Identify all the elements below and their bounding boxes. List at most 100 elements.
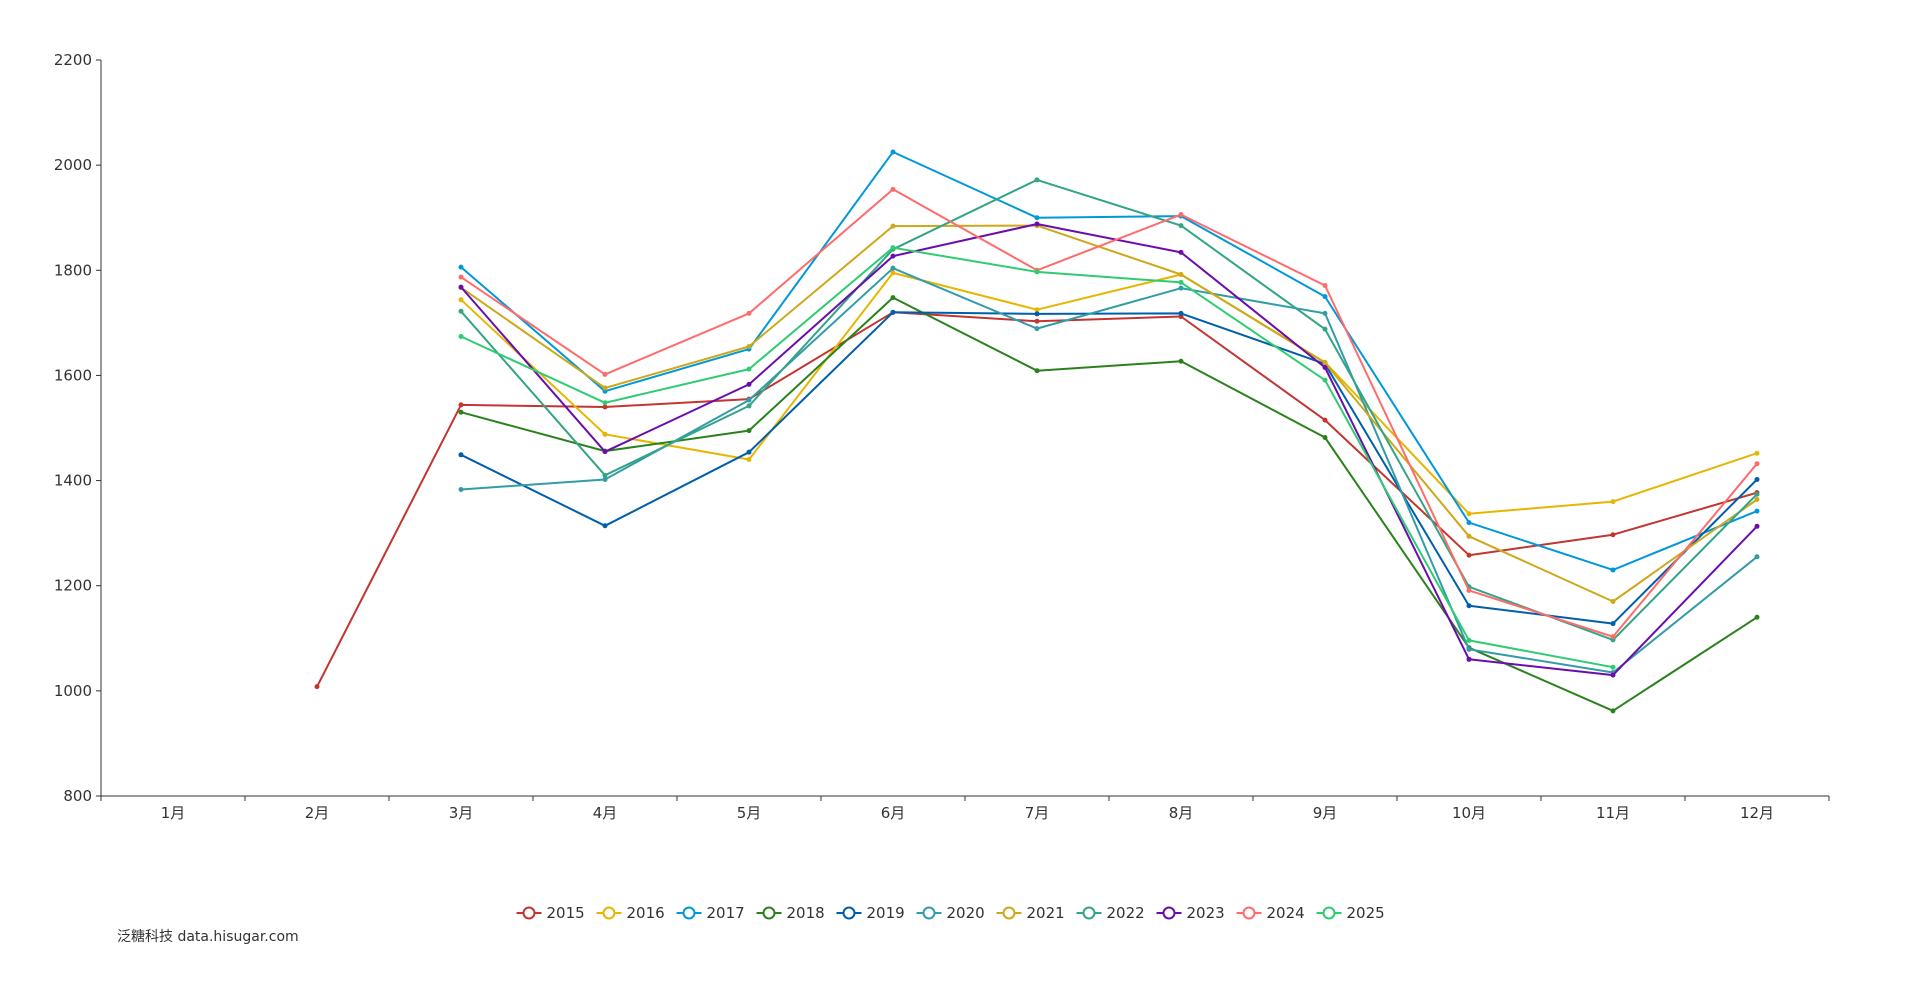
data-point[interactable] [602,385,608,391]
data-point[interactable] [1466,533,1472,539]
data-point[interactable] [1610,598,1616,604]
data-point[interactable] [458,284,464,290]
data-point[interactable] [1322,360,1328,366]
data-point[interactable] [1754,461,1760,467]
legend-item-2020[interactable]: 2020 [916,904,985,922]
data-point[interactable] [1034,326,1040,332]
data-point[interactable] [890,223,896,229]
data-point[interactable] [1754,450,1760,456]
legend-item-2021[interactable]: 2021 [996,904,1065,922]
data-point[interactable] [458,402,464,408]
series-line-2019[interactable] [460,311,1758,625]
data-point[interactable] [1754,508,1760,514]
data-point[interactable] [1466,656,1472,662]
data-point[interactable] [602,523,608,529]
legend-item-2018[interactable]: 2018 [756,904,825,922]
data-point[interactable] [1178,358,1184,364]
data-point[interactable] [1178,310,1184,316]
data-point[interactable] [1466,637,1472,643]
series-line-2018[interactable] [460,296,1758,712]
data-point[interactable] [1610,532,1616,538]
series-2020[interactable] [458,265,1760,675]
data-point[interactable] [1754,496,1760,502]
data-point[interactable] [1754,554,1760,560]
data-point[interactable] [1610,708,1616,714]
data-point[interactable] [602,431,608,437]
data-point[interactable] [890,149,896,155]
data-point[interactable] [1466,587,1472,593]
data-point[interactable] [458,297,464,303]
legend-item-2016[interactable]: 2016 [596,904,665,922]
data-point[interactable] [458,452,464,458]
data-point[interactable] [458,264,464,270]
data-point[interactable] [314,684,320,690]
series-line-2020[interactable] [460,267,1758,674]
legend-item-2024[interactable]: 2024 [1236,904,1305,922]
data-point[interactable] [890,253,896,259]
data-point[interactable] [890,270,896,276]
data-point[interactable] [1034,177,1040,183]
data-point[interactable] [1178,279,1184,285]
series-2021[interactable] [458,223,1760,604]
data-point[interactable] [1034,318,1040,324]
legend-item-2017[interactable]: 2017 [676,904,745,922]
data-point[interactable] [1610,499,1616,505]
data-point[interactable] [1322,310,1328,316]
series-2024[interactable] [458,186,1760,640]
data-point[interactable] [602,477,608,483]
data-point[interactable] [1754,491,1760,497]
data-point[interactable] [458,308,464,314]
data-point[interactable] [746,344,752,350]
data-point[interactable] [1178,249,1184,255]
data-point[interactable] [890,245,896,251]
data-point[interactable] [746,457,752,463]
series-line-2021[interactable] [460,224,1758,603]
legend-item-2025[interactable]: 2025 [1316,904,1385,922]
data-point[interactable] [1610,672,1616,678]
data-point[interactable] [1034,215,1040,221]
data-point[interactable] [1322,417,1328,423]
data-point[interactable] [1466,520,1472,526]
data-point[interactable] [602,472,608,478]
series-line-2023[interactable] [460,223,1758,677]
data-point[interactable] [1466,646,1472,652]
data-point[interactable] [1610,634,1616,640]
legend-item-2022[interactable]: 2022 [1076,904,1145,922]
data-point[interactable] [1322,326,1328,332]
series-line-2022[interactable] [460,178,1758,641]
data-point[interactable] [890,186,896,192]
data-point[interactable] [746,381,752,387]
data-point[interactable] [458,487,464,493]
data-point[interactable] [1322,294,1328,300]
data-point[interactable] [602,404,608,410]
data-point[interactable] [890,309,896,315]
data-point[interactable] [746,449,752,455]
data-point[interactable] [746,403,752,409]
data-point[interactable] [602,400,608,406]
series-2022[interactable] [458,177,1760,643]
data-point[interactable] [1466,511,1472,517]
data-point[interactable] [1754,523,1760,529]
series-2017[interactable] [458,149,1760,573]
data-point[interactable] [1466,552,1472,558]
series-line-2024[interactable] [460,188,1758,638]
data-point[interactable] [1610,621,1616,627]
data-point[interactable] [1322,434,1328,440]
data-point[interactable] [1322,365,1328,371]
legend[interactable]: 2015 2016 2017 2018 2019 2020 2021 2022 2023 2024… [516,904,1385,922]
data-point[interactable] [1322,377,1328,383]
data-point[interactable] [1610,567,1616,573]
data-point[interactable] [746,397,752,403]
series-2025[interactable] [458,245,1616,670]
data-point[interactable] [1034,311,1040,317]
data-point[interactable] [458,409,464,415]
series-2018[interactable] [458,295,1760,714]
data-point[interactable] [1322,283,1328,289]
data-point[interactable] [746,428,752,434]
series-2016[interactable] [458,270,1760,517]
series-line-2017[interactable] [460,151,1758,571]
data-point[interactable] [1754,477,1760,483]
series-line-2016[interactable] [460,271,1758,515]
data-point[interactable] [1034,221,1040,227]
data-point[interactable] [1754,614,1760,620]
